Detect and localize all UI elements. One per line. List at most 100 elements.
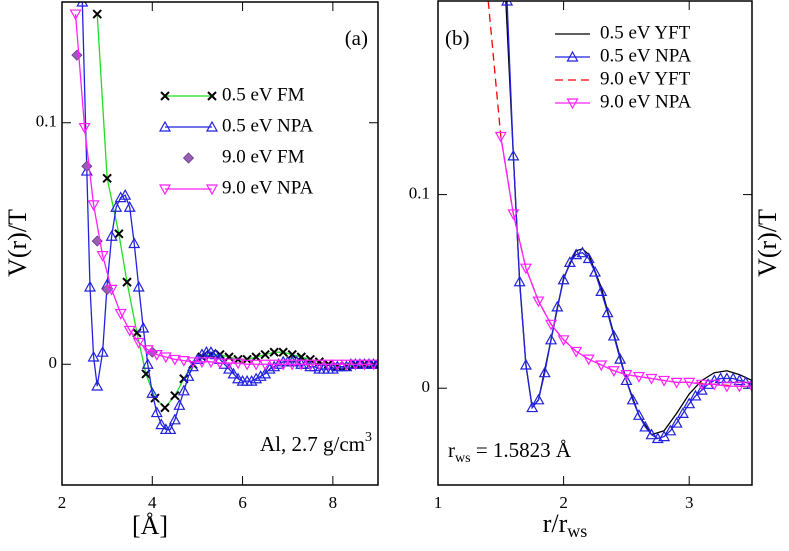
plot-area — [487, 1, 752, 444]
annotation: (a) — [345, 26, 368, 50]
marker-triangle — [227, 367, 240, 379]
annotation-main: r — [448, 438, 455, 462]
legend-label: 9.0 eV NPA — [222, 177, 314, 198]
marker-triangle — [268, 360, 281, 372]
annotation: Al, 2.7 g/cm3 — [260, 430, 372, 456]
legend-label: 0.5 eV NPA — [222, 115, 314, 136]
marker-triangle — [159, 352, 172, 364]
legend-label: 0.5 eV YFT — [600, 22, 691, 43]
marker-triangle — [69, 9, 82, 21]
marker-x — [92, 9, 102, 19]
marker-triangle — [268, 359, 281, 371]
marker-diamond — [81, 160, 93, 172]
marker-triangle — [545, 333, 558, 345]
marker-triangle — [519, 263, 532, 275]
marker-triangle — [632, 409, 645, 420]
x-axis-label: [Å] — [132, 511, 168, 540]
marker-triangle — [695, 383, 708, 395]
legend-label: 0.5 eV FM — [222, 84, 305, 105]
marker-triangle — [507, 209, 520, 221]
marker-triangle — [141, 345, 154, 356]
marker-triangle — [123, 325, 136, 337]
series-line — [96, 14, 374, 409]
marker-triangle — [513, 275, 526, 287]
marker-x — [260, 349, 270, 360]
marker-triangle — [123, 201, 136, 212]
marker-triangle — [83, 280, 97, 292]
marker-triangle — [241, 359, 254, 371]
marker-triangle — [526, 401, 539, 413]
axes-frame — [61, 1, 379, 486]
marker-triangle — [708, 379, 721, 391]
marker-triangle — [371, 358, 378, 369]
marker-triangle — [595, 360, 608, 372]
marker-triangle — [745, 381, 752, 393]
marker-triangle — [295, 359, 308, 371]
marker-triangle — [96, 345, 109, 357]
marker-triangle — [714, 372, 727, 384]
x-tick-label: 6 — [238, 493, 247, 512]
marker-triangle — [177, 384, 190, 396]
marker-triangle — [78, 122, 91, 134]
y-tick-label: 0 — [49, 353, 58, 372]
annotation-main: (b) — [445, 26, 470, 50]
marker-triangle — [232, 372, 245, 384]
marker-triangle — [582, 252, 595, 264]
marker-triangle — [620, 370, 633, 381]
marker-triangle — [114, 308, 127, 320]
marker-triangle — [576, 246, 589, 258]
series-line — [506, 1, 752, 440]
marker-triangle — [105, 284, 118, 296]
marker-triangle — [340, 359, 353, 371]
marker-triangle — [213, 358, 227, 370]
marker-triangle — [205, 120, 219, 132]
marker-triangle — [676, 407, 689, 418]
marker-triangle — [570, 346, 583, 358]
x-tick-label: 2 — [58, 493, 67, 512]
marker-triangle — [588, 265, 602, 277]
marker-diamond — [101, 283, 113, 295]
marker-triangle — [501, 1, 514, 6]
marker-triangle — [155, 418, 168, 430]
marker-triangle — [720, 381, 733, 393]
marker-triangle — [658, 430, 671, 442]
marker-triangle — [164, 423, 177, 435]
marker-triangle — [186, 360, 199, 372]
marker-triangle — [313, 359, 326, 371]
marker-triangle — [532, 296, 545, 308]
marker-triangle — [507, 149, 520, 161]
y-axis-label: V(r)/T — [3, 209, 32, 277]
annotation-main: (a) — [345, 26, 368, 50]
marker-triangle — [204, 357, 217, 369]
marker-x — [102, 173, 112, 184]
legend-label: 9.0 eV YFT — [600, 68, 691, 89]
x-tick-label: 8 — [329, 493, 338, 512]
marker-triangle — [551, 300, 564, 312]
marker-triangle — [259, 359, 272, 371]
marker-triangle — [607, 366, 620, 378]
marker-triangle — [245, 374, 258, 386]
marker-triangle — [545, 319, 558, 331]
marker-triangle — [158, 184, 172, 196]
marker-triangle — [137, 321, 150, 333]
x-tick-label: 1 — [434, 493, 443, 512]
annotation-sub: ws — [455, 451, 471, 466]
marker-triangle — [331, 359, 344, 371]
y-tick-label: 0.1 — [409, 184, 430, 203]
marker-x — [269, 347, 279, 357]
annotation-main: Al, 2.7 g/cm — [260, 432, 365, 456]
marker-triangle — [538, 366, 551, 378]
marker-triangle — [670, 377, 683, 389]
marker-triangle — [87, 350, 100, 362]
marker-triangle — [367, 359, 378, 371]
marker-triangle — [304, 359, 317, 371]
marker-x — [242, 354, 252, 365]
marker-triangle — [664, 424, 677, 436]
marker-x — [122, 277, 132, 287]
marker-triangle — [119, 188, 132, 200]
marker-triangle — [326, 362, 339, 374]
marker-triangle — [128, 237, 141, 249]
marker-triangle — [232, 358, 245, 370]
series-line — [500, 136, 752, 387]
